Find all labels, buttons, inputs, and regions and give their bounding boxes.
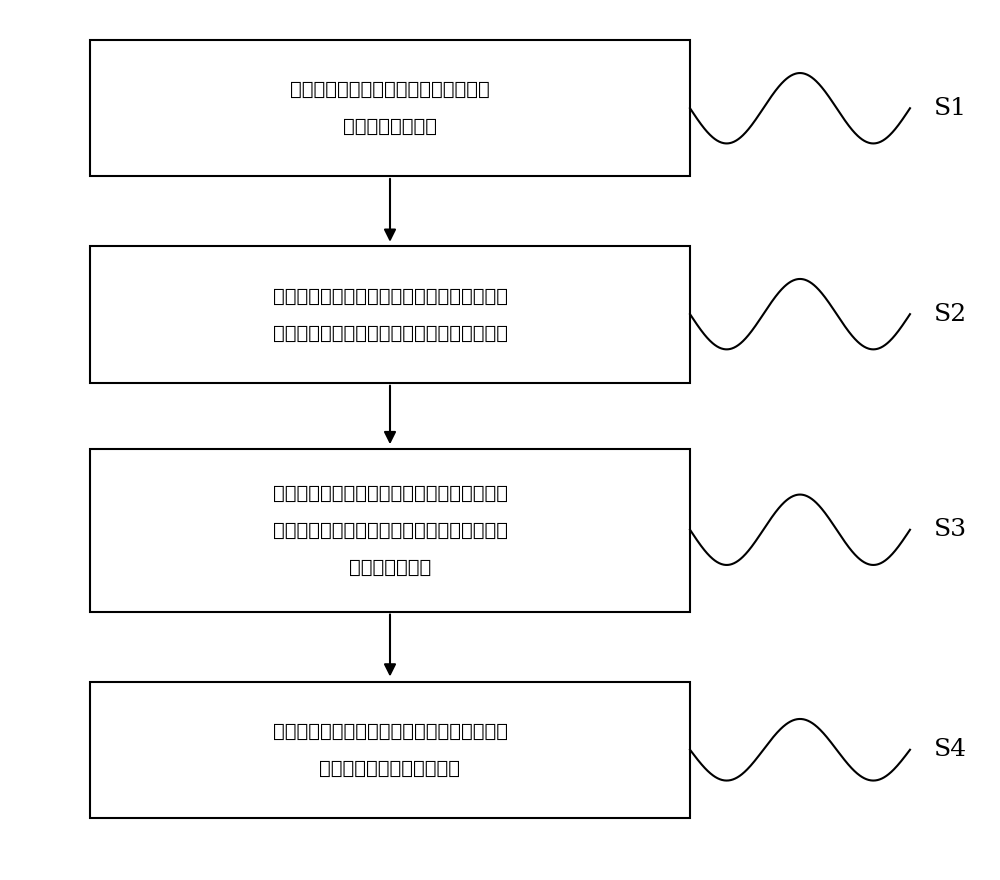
Text: S3: S3 [933,518,967,541]
Bar [90,40,690,176]
Bar [90,246,690,383]
Text: 像中得到相应的原车牌区域: 像中得到相应的原车牌区域 [320,759,460,778]
Text: S2: S2 [933,303,967,326]
Bar [90,449,690,612]
Text: 通过降采样的逆运算将各车牌区域映射到原图: 通过降采样的逆运算将各车牌区域映射到原图 [272,722,508,741]
Text: 车牌的颜色直方图信息的相似度，并根据相似: 车牌的颜色直方图信息的相似度，并根据相似 [272,521,508,539]
Text: 对联通区域进行初步筛选得到若干个候选区域: 对联通区域进行初步筛选得到若干个候选区域 [272,324,508,342]
Text: S1: S1 [934,97,966,120]
Text: 处理得到灰度图像: 处理得到灰度图像 [343,117,437,136]
Text: 计算各候选区域的颜色直方图信息分别与标准: 计算各候选区域的颜色直方图信息分别与标准 [272,484,508,502]
Text: 对原图像进行降采样、灰度处理及增强: 对原图像进行降采样、灰度处理及增强 [290,80,490,99]
Bar [90,682,690,818]
Text: 对灰度图像进行级联形态学变换并二值化，并: 对灰度图像进行级联形态学变换并二值化，并 [272,287,508,305]
Text: 度判定车牌区域: 度判定车牌区域 [349,558,431,576]
Text: S4: S4 [933,738,967,761]
